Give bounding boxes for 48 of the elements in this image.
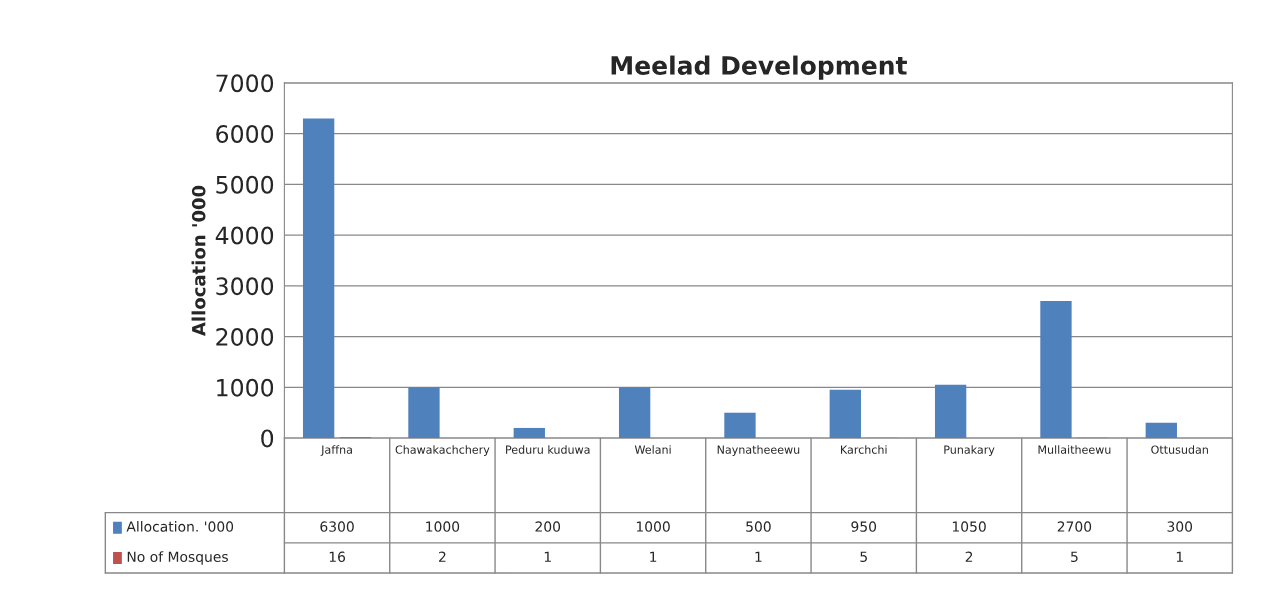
y-tick-label: 1000 [217,378,274,397]
data-label: 5 [860,551,867,562]
data-label: 6300 [320,521,354,532]
data-label: 200 [535,521,561,532]
data-label: 1 [755,551,762,562]
data-label: 300 [1167,521,1193,532]
bar [724,412,756,439]
bar [1145,422,1177,439]
y-tick-label: 4000 [215,226,274,245]
x-tick-label: Jaffna [320,445,352,456]
x-tick-label: Punakary [944,445,995,456]
legend-label: Allocation. '000 [126,521,234,532]
bar [829,389,861,439]
y-axis-title: Allocation '000 [191,185,206,336]
data-label: 1050 [952,521,986,532]
x-tick-label: Karchchi [841,445,887,454]
y-tick-label: 7000 [216,74,274,93]
data-label: 1 [544,551,551,562]
bar [934,384,967,439]
y-tick-label: 2000 [216,328,274,346]
y-tick-label: 5000 [216,175,274,194]
x-tick-label: Welani [634,445,671,454]
bar [618,387,651,439]
x-tick-label: Mullaitheewu [1038,445,1111,454]
data-label: 16 [329,551,346,562]
data-label: 500 [746,521,771,532]
bar [408,387,440,439]
bar [302,118,335,439]
x-tick-label: Chawakachchery [395,445,490,456]
data-label: 1 [650,551,657,562]
y-tick-label: 6000 [216,125,274,143]
x-tick-label: Ottusudan [1151,445,1208,454]
y-tick-label: 0 [261,429,274,448]
bar [1040,301,1072,439]
data-label: 1 [1176,551,1183,562]
data-label: 2 [439,551,446,562]
data-label: 2 [965,551,973,562]
data-label: 950 [851,521,877,532]
legend-label: No of Mosques [127,551,228,565]
data-label: 2700 [1057,521,1092,532]
bar [513,427,545,439]
data-label: 1000 [636,521,670,532]
y-tick-label: 3000 [216,277,274,296]
chart-title: Meelad Development [611,55,907,80]
x-tick-label: Naynatheeewu [717,445,800,456]
x-tick-label: Peduru kuduwa [506,445,590,454]
data-label: 5 [1071,551,1078,562]
data-label: 1000 [426,521,460,532]
